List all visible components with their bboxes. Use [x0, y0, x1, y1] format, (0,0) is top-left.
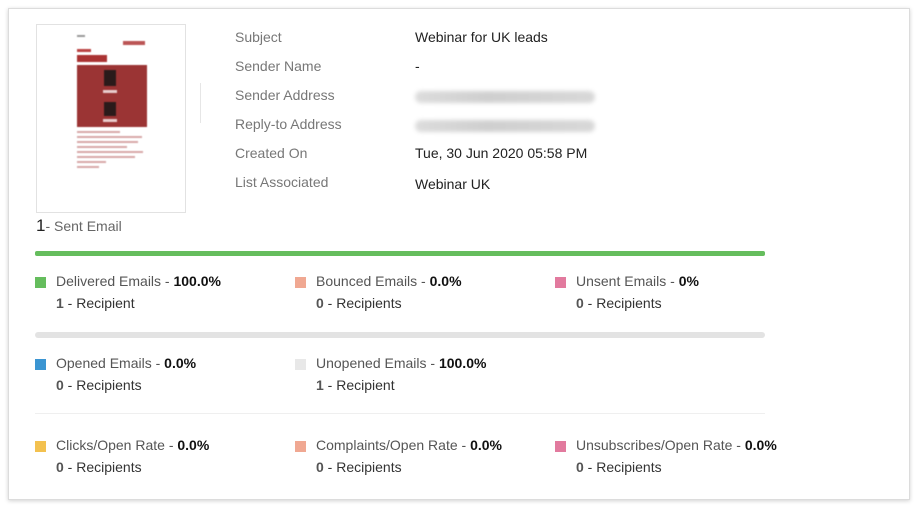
meta-label: Subject: [235, 29, 282, 45]
stat-label: Clicks/Open Rate - 0.0%: [56, 437, 210, 453]
delivered-legend-swatch: [35, 277, 46, 288]
stat-recipients: 0 - Recipients: [576, 295, 662, 311]
redacted-reply-to-address: [415, 120, 595, 132]
campaign-report-card: 1- Sent Email Subject Webinar for UK lea…: [8, 8, 910, 500]
stat-label: Delivered Emails - 100.0%: [56, 273, 221, 289]
stat-recipients: 0 - Recipients: [316, 459, 402, 475]
stat-label: Complaints/Open Rate - 0.0%: [316, 437, 502, 453]
meta-label: Reply-to Address: [235, 116, 342, 132]
sent-count-number: 1: [36, 216, 46, 235]
sent-email-count: 1- Sent Email: [36, 216, 122, 236]
stat-recipients: 0 - Recipients: [576, 459, 662, 475]
bounced-legend-swatch: [295, 277, 306, 288]
meta-value: Tue, 30 Jun 2020 05:58 PM: [415, 145, 588, 161]
meta-label: Sender Name: [235, 58, 322, 74]
stat-recipients: 0 - Recipients: [316, 295, 402, 311]
meta-value: -: [415, 58, 420, 74]
unsubscribes-legend-swatch: [555, 441, 566, 452]
meta-value: Webinar for UK leads: [415, 29, 548, 45]
stat-recipients: 0 - Recipients: [56, 459, 142, 475]
unopened-legend-swatch: [295, 359, 306, 370]
stat-label: Unsent Emails - 0%: [576, 273, 699, 289]
meta-label: Created On: [235, 145, 308, 161]
stat-percent: 0.0%: [177, 437, 210, 453]
sent-count-label: - Sent Email: [45, 218, 122, 234]
stat-recipients: 1 - Recipient: [56, 295, 135, 311]
clicks-legend-swatch: [35, 441, 46, 452]
stat-percent: 0.0%: [164, 355, 197, 371]
stat-label: Unsubscribes/Open Rate - 0.0%: [576, 437, 777, 453]
open-rate-bar: [35, 332, 765, 338]
stat-recipients: 0 - Recipients: [56, 377, 142, 393]
opened-legend-swatch: [35, 359, 46, 370]
meta-label: List Associated: [235, 174, 329, 190]
stat-percent: 0.0%: [470, 437, 502, 453]
stat-percent: 0.0%: [429, 273, 462, 289]
stat-percent: 0%: [678, 273, 699, 289]
section-divider: [35, 413, 765, 414]
meta-label: Sender Address: [235, 87, 335, 103]
stat-label: Unopened Emails - 100.0%: [316, 355, 487, 371]
meta-value: Webinar UK: [415, 176, 491, 192]
complaints-legend-swatch: [295, 441, 306, 452]
stat-percent: 100.0%: [173, 273, 221, 289]
unsent-legend-swatch: [555, 277, 566, 288]
stat-percent: 100.0%: [438, 355, 487, 371]
stat-percent: 0.0%: [744, 437, 777, 453]
delivery-progress-fill: [35, 251, 765, 256]
stat-recipients: 1 - Recipient: [316, 377, 395, 393]
meta-divider: [200, 83, 201, 123]
stat-label: Opened Emails - 0.0%: [56, 355, 197, 371]
email-preview-thumbnail[interactable]: [36, 24, 186, 213]
redacted-sender-address: [415, 91, 595, 103]
delivery-progress-bar: [35, 251, 765, 256]
stat-label: Bounced Emails - 0.0%: [316, 273, 462, 289]
